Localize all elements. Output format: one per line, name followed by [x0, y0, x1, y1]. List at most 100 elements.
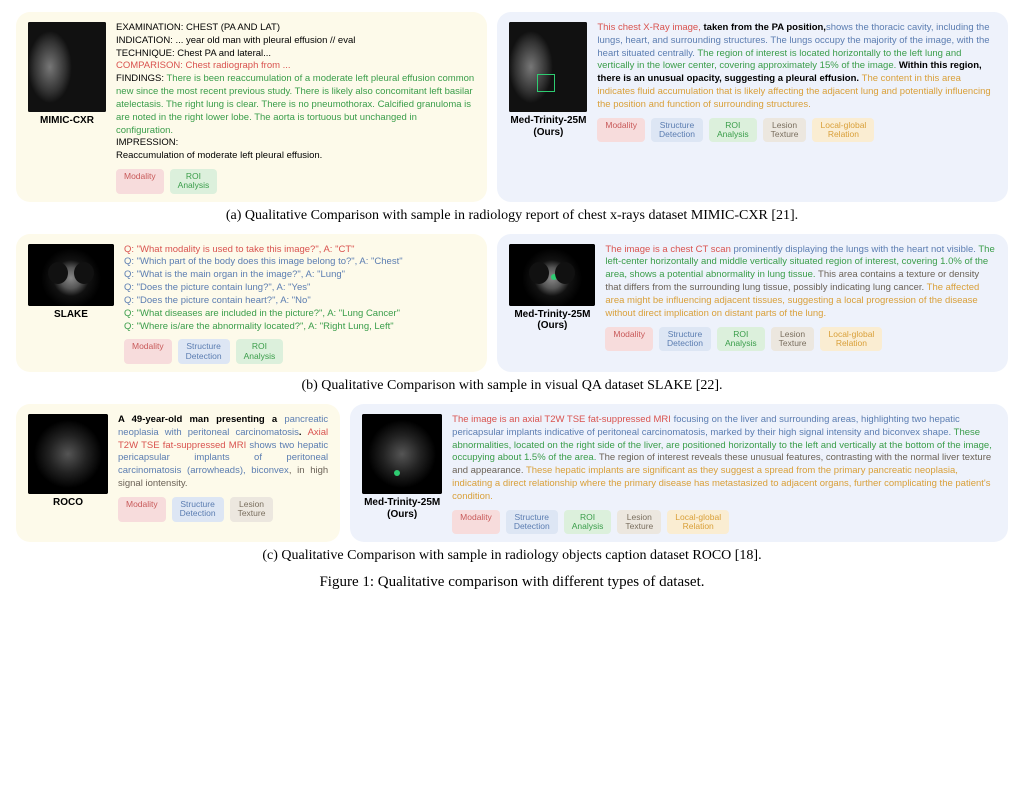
qa-line: Q: "What modality is used to take this i… [124, 244, 475, 257]
qa-line: Q: "Does the picture contain heart?", A:… [124, 295, 475, 308]
image-column: SLAKE [28, 244, 114, 364]
report-line: INDICATION: ... year old man with pleura… [116, 35, 475, 48]
roi-dot [551, 274, 557, 280]
report-line: TECHNIQUE: Chest PA and lateral... [116, 48, 475, 61]
text-column: The image is a chest CT scan prominently… [605, 244, 996, 364]
image-label-mimic: MIMIC-CXR [40, 115, 94, 127]
tag-structure: Structure Detection [659, 327, 711, 352]
tag-relation: Local-global Relation [820, 327, 882, 352]
qa-line: Q: "What diseases are included in the pi… [124, 308, 475, 321]
tag-modality: Modality [597, 118, 645, 143]
roi-box [537, 74, 555, 92]
image-label-slake: SLAKE [54, 309, 88, 321]
mri-image-ours [362, 414, 442, 494]
text-segment: This chest X-Ray image, [597, 22, 703, 33]
image-label-ours: Med-Trinity-25M (Ours) [514, 309, 590, 332]
tag-structure: Structure Detection [172, 497, 224, 522]
image-label-ours: Med-Trinity-25M (Ours) [510, 115, 586, 138]
report-line: FINDINGS: There is been reaccumulation o… [116, 73, 475, 137]
tag-lesion: Lesion Texture [230, 497, 274, 522]
roi-dot [394, 470, 400, 476]
text-segment: The image is an axial T2W TSE fat-suppre… [452, 414, 673, 425]
image-column: Med-Trinity-25M (Ours) [509, 244, 595, 364]
text-segment: INDICATION: ... year old man with pleura… [116, 35, 355, 46]
caption-c: (c) Qualitative Comparison with sample i… [16, 548, 1008, 564]
tag-row: ModalityStructure DetectionROI AnalysisL… [605, 327, 996, 352]
panel-b-right: Med-Trinity-25M (Ours) The image is a ch… [497, 234, 1008, 372]
description-text: A 49-year-old man presenting a pancreati… [118, 414, 328, 491]
description-text: The image is a chest CT scan prominently… [605, 244, 996, 321]
report-lines: EXAMINATION: CHEST (PA AND LAT) INDICATIO… [116, 22, 475, 163]
text-segment: TECHNIQUE: Chest PA and lateral... [116, 48, 271, 59]
mri-image [28, 414, 108, 494]
text-segment: COMPARISON: Chest radiograph from ... [116, 60, 291, 71]
qa-line: Q: "Which part of the body does this ima… [124, 256, 475, 269]
tag-structure: Structure Detection [506, 510, 558, 535]
tag-modality: Modality [118, 497, 166, 522]
ct-image-ours [509, 244, 595, 306]
row-b: SLAKE Q: "What modality is used to take … [16, 234, 1008, 372]
text-segment: taken from the PA position, [704, 22, 826, 33]
tag-relation: Local-global Relation [812, 118, 874, 143]
tag-modality: Modality [605, 327, 653, 352]
tag-roi: ROI Analysis [717, 327, 765, 352]
text-segment: . [299, 427, 308, 438]
tag-structure: Structure Detection [651, 118, 703, 143]
text-column: EXAMINATION: CHEST (PA AND LAT) INDICATIO… [116, 22, 475, 194]
tag-row: ModalityStructure DetectionROI AnalysisL… [597, 118, 996, 143]
tag-row: ModalityStructure DetectionROI Analysis [124, 339, 475, 364]
tag-row: ModalityStructure DetectionROI AnalysisL… [452, 510, 996, 535]
report-line: Reaccumulation of moderate left pleural … [116, 150, 475, 163]
row-c: ROCO A 49-year-old man presenting a panc… [16, 404, 1008, 542]
tag-modality: Modality [116, 169, 164, 194]
text-segment: EXAMINATION: CHEST (PA AND LAT) [116, 22, 280, 33]
panel-a-right: Med-Trinity-25M (Ours) This chest X-Ray … [497, 12, 1008, 202]
ct-image [28, 244, 114, 306]
text-column: The image is an axial T2W TSE fat-suppre… [452, 414, 996, 534]
figure-caption: Figure 1: Qualitative comparison with di… [16, 574, 1008, 591]
tag-structure: Structure Detection [178, 339, 230, 364]
qa-line: Q: "Where is/are the abnormality located… [124, 321, 475, 334]
description-text: This chest X-Ray image, taken from the P… [597, 22, 996, 112]
text-column: A 49-year-old man presenting a pancreati… [118, 414, 328, 534]
text-segment: IMPRESSION: [116, 137, 178, 148]
tag-row: ModalityStructure DetectionLesion Textur… [118, 497, 328, 522]
panel-c-right: Med-Trinity-25M (Ours) The image is an a… [350, 404, 1008, 542]
qa-line: Q: "Does the picture contain lung?", A: … [124, 282, 475, 295]
tag-lesion: Lesion Texture [771, 327, 815, 352]
row-a: MIMIC-CXR EXAMINATION: CHEST (PA AND LAT… [16, 12, 1008, 202]
panel-a-left: MIMIC-CXR EXAMINATION: CHEST (PA AND LAT… [16, 12, 487, 202]
text-segment: FINDINGS: [116, 73, 167, 84]
cxr-image-ours [509, 22, 587, 112]
report-line: COMPARISON: Chest radiograph from ... [116, 60, 475, 73]
panel-c-left: ROCO A 49-year-old man presenting a panc… [16, 404, 340, 542]
tag-roi: ROI Analysis [564, 510, 612, 535]
text-segment: The image is a chest CT scan [605, 244, 733, 255]
text-segment: There is been reaccumulation of a modera… [116, 73, 474, 135]
image-column: Med-Trinity-25M (Ours) [509, 22, 587, 194]
text-segment: prominently displaying the lungs with th… [734, 244, 979, 255]
tag-relation: Local-global Relation [667, 510, 729, 535]
description-text: The image is an axial T2W TSE fat-suppre… [452, 414, 996, 504]
tag-modality: Modality [452, 510, 500, 535]
report-line: EXAMINATION: CHEST (PA AND LAT) [116, 22, 475, 35]
image-label-ours: Med-Trinity-25M (Ours) [364, 497, 440, 520]
tag-roi: ROI Analysis [709, 118, 757, 143]
qa-lines: Q: "What modality is used to take this i… [124, 244, 475, 334]
qa-line: Q: "What is the main organ in the image?… [124, 269, 475, 282]
panel-b-left: SLAKE Q: "What modality is used to take … [16, 234, 487, 372]
tag-roi: ROI Analysis [236, 339, 284, 364]
tag-lesion: Lesion Texture [617, 510, 661, 535]
caption-b: (b) Qualitative Comparison with sample i… [16, 378, 1008, 394]
image-column: Med-Trinity-25M (Ours) [362, 414, 442, 534]
text-segment: These hepatic implants are significant a… [452, 465, 990, 502]
text-column: Q: "What modality is used to take this i… [124, 244, 475, 364]
image-label-roco: ROCO [53, 497, 83, 509]
tag-lesion: Lesion Texture [763, 118, 807, 143]
text-segment: A 49-year-old man presenting a [118, 414, 284, 425]
caption-a: (a) Qualitative Comparison with sample i… [16, 208, 1008, 224]
tag-row: ModalityROI Analysis [116, 169, 475, 194]
text-column: This chest X-Ray image, taken from the P… [597, 22, 996, 194]
report-line: IMPRESSION: [116, 137, 475, 150]
text-segment: Reaccumulation of moderate left pleural … [116, 150, 322, 161]
